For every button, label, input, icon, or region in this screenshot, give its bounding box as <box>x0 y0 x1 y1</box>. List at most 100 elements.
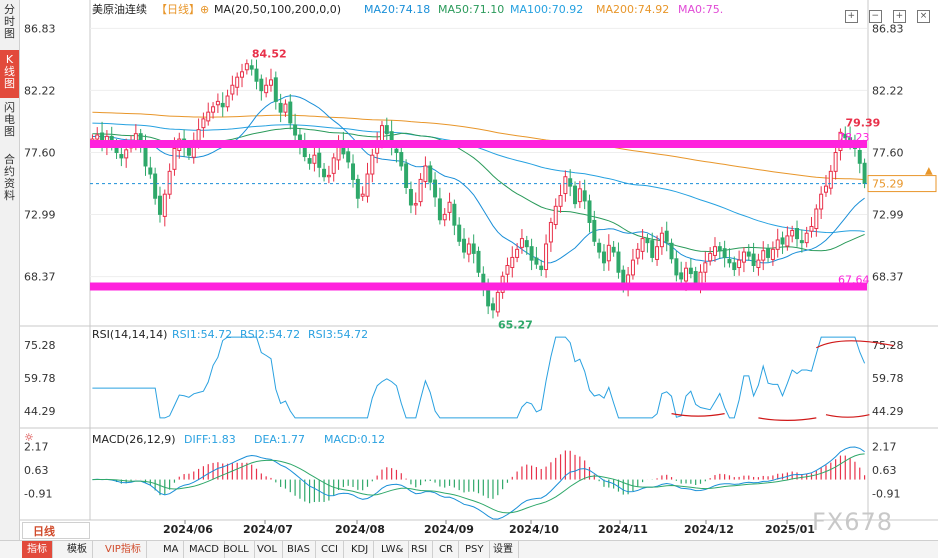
toolbar-vol-button[interactable]: VOL <box>252 541 284 558</box>
candle-body <box>172 147 177 170</box>
toolbar-boll-button[interactable]: BOLL <box>218 541 255 558</box>
candle-body <box>621 269 626 285</box>
macd-tick-left: -0.91 <box>24 487 52 500</box>
tab-contract-info[interactable]: 合约资料 <box>4 153 15 202</box>
rsi-support-mark <box>671 413 725 417</box>
toolbar-bias-button[interactable]: BIAS <box>282 541 316 558</box>
candle-body <box>408 189 413 206</box>
candle-body <box>167 170 172 195</box>
toolbar-ma-button[interactable]: MA <box>158 541 185 558</box>
period-selector[interactable]: 日线 <box>22 522 90 539</box>
candle-body <box>307 158 312 164</box>
macd-params-label: MACD(26,12,9) <box>92 433 176 446</box>
zoom-in-icon[interactable]: + <box>892 10 906 23</box>
candle-body <box>780 237 785 245</box>
candle-body <box>770 248 775 260</box>
rsi-tick-left: 59.78 <box>24 372 56 385</box>
x-tick-label: 2024/12 <box>684 523 734 536</box>
candle-body <box>833 152 838 172</box>
toolbar-psy-button[interactable]: PSY <box>460 541 490 558</box>
candle-body <box>630 259 635 276</box>
candle-body <box>119 154 124 159</box>
toolbar-lw-button[interactable]: LW& <box>376 541 410 558</box>
candle-body <box>703 262 708 273</box>
macd-diff-line <box>92 446 865 520</box>
candle-body <box>857 149 862 164</box>
toolbar-indicators-button[interactable]: 指标 <box>22 541 53 558</box>
candle-body <box>322 168 327 178</box>
indicator-toolbar: 指标 模板 VIP指标 MA MACD BOLL VOL BIAS CCI KDJ LW& RSI CR… <box>0 540 938 558</box>
rsi-tick-left: 44.29 <box>24 405 56 418</box>
candle-body <box>519 238 524 248</box>
candle-body <box>476 250 481 273</box>
toolbar-kdj-button[interactable]: KDJ <box>346 541 375 558</box>
candle-body <box>712 246 717 256</box>
candle-body <box>790 230 795 237</box>
high-label: 84.52 <box>252 47 287 60</box>
candle-body <box>737 259 742 269</box>
candle-body <box>539 265 544 271</box>
candle-body <box>495 291 500 313</box>
ma-value-label: MA100:70.92 <box>510 3 583 16</box>
candle-body <box>577 188 582 203</box>
candle-body <box>640 238 645 252</box>
candle-body <box>669 242 674 260</box>
candle-body <box>462 238 467 253</box>
candle-body <box>684 267 689 282</box>
support-label: 67.64 <box>838 273 870 286</box>
rsi-line <box>92 336 866 419</box>
candle-body <box>659 232 664 248</box>
toolbar-templates-button[interactable]: 模板 <box>62 541 93 558</box>
rsi-value-label: RSI2:54.72 <box>240 328 300 341</box>
candle-body <box>283 103 288 113</box>
candle-body <box>413 203 418 206</box>
toolbar-cci-button[interactable]: CCI <box>316 541 344 558</box>
rsi-top-mark <box>816 340 894 349</box>
tab-flash-chart[interactable]: 闪电图 <box>4 101 15 138</box>
candle-body <box>510 256 515 269</box>
crosshair-icon[interactable]: + <box>844 10 858 23</box>
macd-tick-right: -0.91 <box>872 487 900 500</box>
candle-body <box>828 170 833 189</box>
candle-body <box>814 208 819 230</box>
toolbar-cr-button[interactable]: CR <box>434 541 459 558</box>
toolbar-vip-indicators-button[interactable]: VIP指标 <box>100 541 147 558</box>
candle-body <box>843 133 848 139</box>
candle-body <box>346 151 351 163</box>
close-icon[interactable]: × <box>917 10 930 23</box>
toolbar-rsi-button[interactable]: RSI <box>406 541 434 558</box>
candle-body <box>553 205 558 225</box>
price-tick-right: 77.60 <box>872 147 904 160</box>
candle-body <box>515 248 520 258</box>
candle-body <box>766 248 771 258</box>
candle-body <box>708 252 713 262</box>
ma200-line <box>92 111 865 181</box>
price-tick-left: 86.83 <box>24 22 56 35</box>
candle-body <box>249 65 254 70</box>
candle-body <box>722 248 727 258</box>
last-price-box <box>867 175 937 193</box>
zoom-out-icon[interactable]: − <box>868 10 882 23</box>
candle-body <box>312 154 317 164</box>
candle-body <box>606 244 611 262</box>
toolbar-settings-button[interactable]: 设置 <box>488 541 519 558</box>
macd-dea-line <box>92 453 865 514</box>
candle-body <box>124 149 129 159</box>
kline-chart[interactable]: 86.83 86.83 82.22 82.22 77.60 77.60 72.99 72.99… <box>0 0 938 540</box>
candle-body <box>423 165 428 182</box>
resistance-label: 78.23 <box>838 131 870 144</box>
candle-body <box>244 63 249 71</box>
rsi-tick-right: 59.78 <box>872 372 904 385</box>
candle-body <box>795 228 800 240</box>
candle-body <box>365 173 370 197</box>
tab-time-chart[interactable]: 分时图 <box>4 3 15 40</box>
rsi-value-label: RSI3:54.72 <box>308 328 368 341</box>
recent-high-label: 79.39 <box>845 116 880 129</box>
x-tick-label: 2024/10 <box>509 523 559 536</box>
candle-body <box>862 162 867 184</box>
macd-tick-right: 0.63 <box>872 464 897 477</box>
toolbar-macd-button[interactable]: MACD <box>184 541 225 558</box>
candle-body <box>457 224 462 242</box>
